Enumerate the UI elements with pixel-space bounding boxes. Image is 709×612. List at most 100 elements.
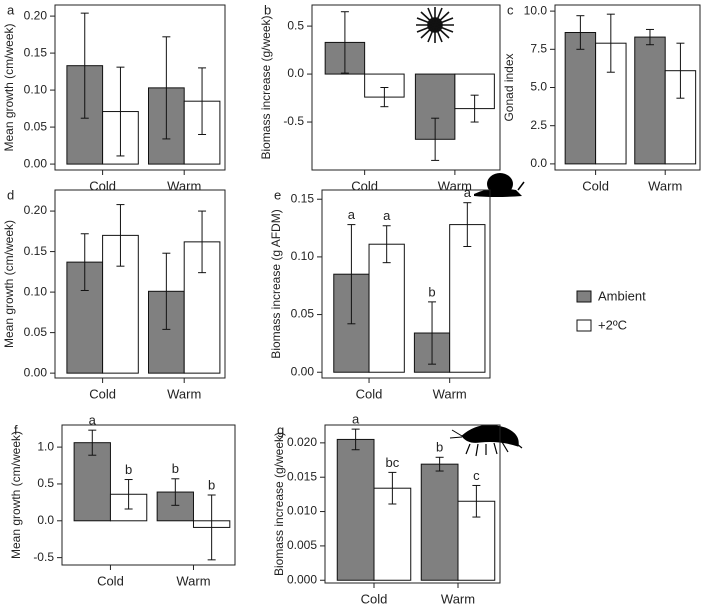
error-bar <box>116 204 125 267</box>
x-tick-label: Cold <box>89 178 116 193</box>
y-axis-title: Biomass increase (g AFDM) <box>269 209 283 358</box>
x-tick-label: Warm <box>433 386 467 401</box>
panel-label: d <box>7 187 14 202</box>
error-bar <box>162 252 171 330</box>
y-tick-label: 0.05 <box>291 307 315 321</box>
plot-frame <box>61 424 236 566</box>
significance-letter: a <box>348 207 356 222</box>
error-bar <box>470 94 479 123</box>
x-tick-label: Warm <box>648 178 682 193</box>
y-tick-label: 0.05 <box>24 119 48 133</box>
error-bar <box>340 11 349 74</box>
error-bar <box>116 66 125 157</box>
x-tick-label: Warm <box>176 573 210 588</box>
significance-letter: a <box>352 412 360 427</box>
error-bar <box>576 15 585 50</box>
y-tick-label: 0.0 <box>530 156 547 170</box>
y-tick-label: -0.5 <box>283 114 304 128</box>
x-tick-label: Cold <box>97 573 124 588</box>
plot-frame <box>54 189 226 379</box>
significance-letter: c <box>473 468 480 483</box>
y-tick-label: 0.00 <box>291 364 315 378</box>
y-tick-label: 0.0 <box>287 66 304 80</box>
y-tick-label: 0.05 <box>24 325 48 339</box>
y-axis-title: Biomass increase (g/week) <box>272 432 286 576</box>
error-bar <box>171 478 180 506</box>
bar <box>183 241 221 374</box>
y-tick-label: 0.0 <box>37 513 54 527</box>
x-tick-label: Cold <box>582 178 609 193</box>
panel-label: e <box>274 187 281 202</box>
error-bar <box>676 42 685 99</box>
x-tick-label: Cold <box>356 386 383 401</box>
error-bar <box>198 67 207 135</box>
y-tick-label: 0.015 <box>287 469 317 483</box>
panel-label: a <box>7 2 15 17</box>
y-tick-label: 0.020 <box>287 435 317 449</box>
y-tick-label: 7.5 <box>530 41 547 55</box>
y-tick-label: -0.5 <box>33 550 54 564</box>
plot-frame <box>554 4 701 171</box>
error-bar <box>463 202 472 248</box>
plot-frame <box>321 189 491 379</box>
x-tick-label: Cold <box>361 591 388 606</box>
error-bar <box>645 28 654 46</box>
y-tick-label: 0.15 <box>24 45 48 59</box>
y-tick-label: 0.5 <box>37 476 54 490</box>
y-tick-label: 0.10 <box>24 284 48 298</box>
panel-label: b <box>264 2 271 17</box>
y-tick-label: 0.00 <box>24 365 48 379</box>
significance-letter: b <box>208 477 215 492</box>
error-bar <box>207 494 216 561</box>
y-axis-title: Mean growth (cm/week) <box>9 431 23 559</box>
error-bar <box>80 12 89 119</box>
y-tick-label: 0.000 <box>287 572 317 586</box>
plot-frame <box>54 4 226 171</box>
amphipod-icon <box>449 424 523 457</box>
x-tick-label: Cold <box>351 178 378 193</box>
error-bar <box>606 13 615 73</box>
error-bar <box>435 456 444 472</box>
bar <box>368 243 405 373</box>
significance-letter: b <box>125 462 132 477</box>
error-bar <box>472 484 481 518</box>
significance-letter: a <box>383 208 391 223</box>
y-tick-label: 2.5 <box>530 118 547 132</box>
bar <box>634 36 666 165</box>
error-bar <box>80 233 89 291</box>
error-bar <box>380 87 389 108</box>
error-bar <box>428 301 437 365</box>
y-tick-label: 0.20 <box>24 203 48 217</box>
x-tick-label: Warm <box>167 386 201 401</box>
y-tick-label: 0.5 <box>287 18 304 32</box>
error-bar <box>347 224 356 325</box>
x-tick-label: Cold <box>89 386 116 401</box>
y-tick-label: 0.005 <box>287 538 317 552</box>
y-tick-label: 10.0 <box>524 3 548 17</box>
y-tick-label: 0.010 <box>287 504 317 518</box>
panel-label: g <box>277 422 284 437</box>
bar <box>420 463 459 581</box>
significance-letter: b <box>436 440 443 455</box>
bar <box>564 32 597 165</box>
error-bar <box>124 479 133 510</box>
significance-letter: b <box>172 461 179 476</box>
error-bar <box>382 225 391 264</box>
panel-label: f <box>14 422 18 437</box>
y-tick-label: 0.00 <box>24 156 48 170</box>
bar <box>449 224 486 373</box>
legend-label: Ambient <box>598 288 646 303</box>
y-tick-label: 0.10 <box>24 82 48 96</box>
y-axis-title: Biomass increase (g/week) <box>259 15 273 159</box>
error-bar <box>431 117 440 161</box>
y-tick-label: 0.15 <box>291 191 315 205</box>
bar <box>336 438 375 581</box>
legend-label: +2ºC <box>598 317 627 332</box>
snail-icon <box>474 173 525 197</box>
y-axis-title: Gonad index <box>502 53 516 121</box>
legend-swatch <box>576 319 592 332</box>
significance-letter: bc <box>386 455 400 470</box>
bar <box>664 70 697 165</box>
error-bar <box>351 428 360 451</box>
